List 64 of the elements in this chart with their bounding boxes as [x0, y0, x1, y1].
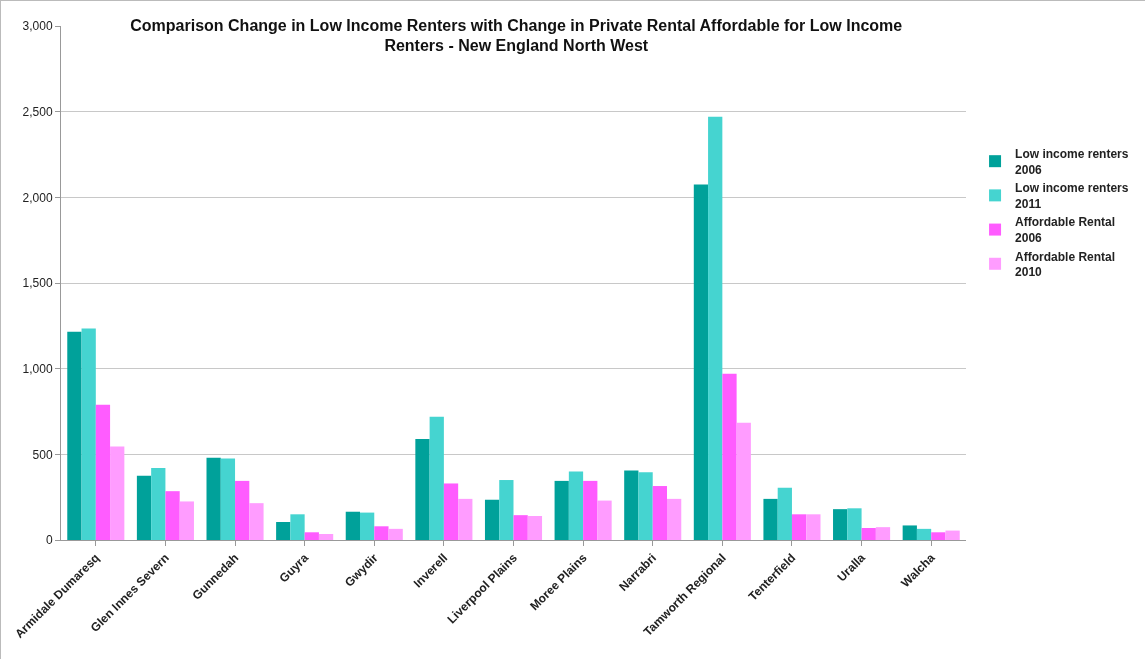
bar: [443, 483, 459, 540]
bar: [95, 404, 111, 540]
bar: [151, 468, 166, 540]
bar: [67, 331, 82, 540]
bar: [583, 480, 598, 540]
legend-label: Low income renters 2006: [1015, 147, 1129, 177]
bar: [777, 487, 792, 540]
chart-title: Comparison Change in Low Income Renters with Change in Private Rental Affordable for Low Income Renters - New England North West: [130, 16, 903, 55]
y-tick-label: 1,000: [22, 361, 53, 376]
bar: [916, 528, 932, 540]
legend-label: Affordable Rental 2006: [1015, 215, 1116, 246]
bar: [638, 472, 653, 540]
bar: [165, 491, 180, 540]
y-tick-label: 500: [32, 447, 53, 462]
bar: [861, 528, 876, 540]
bar: [388, 528, 403, 540]
bar: [81, 328, 96, 540]
bar: [722, 373, 737, 540]
bar: [667, 498, 682, 540]
bar: [110, 446, 125, 540]
bar: [833, 509, 848, 540]
bar: [847, 508, 862, 540]
bar: [345, 511, 360, 540]
bar: [513, 515, 528, 540]
bar: [318, 534, 334, 540]
bar: [652, 486, 667, 540]
bar: [206, 457, 221, 540]
bar: [360, 512, 375, 540]
bar: [736, 422, 751, 540]
y-tick-label: 3,000: [22, 19, 53, 34]
bar: [304, 532, 319, 540]
bar: [484, 499, 500, 540]
bar: [763, 498, 778, 540]
bar: [290, 514, 305, 540]
bar: [931, 532, 946, 540]
bar: [527, 516, 543, 540]
bar: [624, 470, 639, 540]
bar: [806, 514, 821, 540]
bar: [235, 480, 250, 540]
bar: [499, 480, 514, 540]
bar: [179, 501, 194, 540]
y-tick-label: 1,500: [22, 276, 53, 291]
bar: [597, 500, 612, 540]
bar: [220, 458, 236, 540]
y-tick-label: 2,000: [22, 190, 53, 205]
bar: [708, 116, 723, 540]
bar: [945, 530, 960, 540]
bar: [902, 525, 917, 540]
bar: [693, 184, 709, 540]
legend-label: Affordable Rental 2010: [1015, 249, 1116, 280]
legend-label: Low income renters 2011: [1015, 181, 1129, 211]
bar: [415, 438, 430, 540]
bar: [554, 480, 569, 540]
bar: [249, 503, 264, 540]
bar: [429, 416, 444, 540]
bar: [136, 475, 152, 540]
bar: [458, 498, 473, 540]
bar: [875, 527, 891, 540]
bar: [568, 471, 584, 540]
bar: [791, 514, 807, 540]
y-tick-label: 2,500: [22, 104, 53, 119]
y-tick-label: 0: [45, 533, 53, 548]
bar: [374, 526, 389, 540]
bar: [276, 522, 291, 540]
